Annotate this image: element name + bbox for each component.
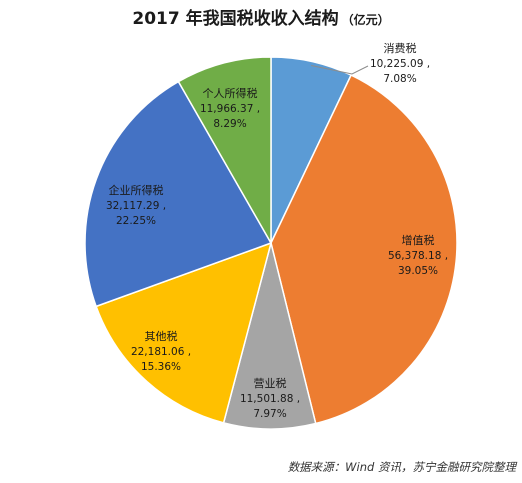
slice-name-4: 其他税 [145,329,178,343]
pie-slice-5 [84,80,273,308]
slice-label-4: 其他税 22,181.06 , 15.36% [131,329,191,373]
slice-name-1: 消费税 [384,41,417,55]
pie-slice-2 [270,74,458,425]
slice-percent-5: 22.25% [116,215,156,227]
slice-percent-6: 8.29% [213,118,246,130]
slice-percent-2: 39.05% [398,265,438,277]
slice-value-1: 10,225.09 , [370,58,430,70]
leader-line [311,64,369,75]
slice-label-5: 企业所得税 32,117.29 , 22.25% [106,183,166,227]
pie-slice-4 [95,241,273,424]
slice-label-6: 个人所得税 11,966.37 , 8.29% [200,86,260,130]
slice-name-2: 增值税 [402,233,435,247]
slice-name-5: 企业所得税 [109,183,164,197]
slice-value-3: 11,501.88 , [240,393,300,405]
data-source-note: 数据来源：Wind 资讯，苏宁金融研究院整理 [287,460,516,474]
slice-label-2: 增值税 56,378.18 , 39.05% [388,233,448,277]
chart-title: 2017 年我国税收收入结构 （亿元） [0,4,522,29]
chart-unit: （亿元） [341,13,390,27]
slice-value-4: 22,181.06 , [131,346,191,358]
slice-label-1: 消费税 10,225.09 , 7.08% [370,41,430,85]
slice-percent-3: 7.97% [253,408,286,420]
slice-name-3: 营业税 [254,376,287,390]
slice-percent-4: 15.36% [141,361,181,373]
pie-slice-6 [177,56,272,246]
pie-slice-3 [222,242,317,430]
slice-value-2: 56,378.18 , [388,250,448,262]
chart-title-text: 2017 年我国税收收入结构 [132,9,339,29]
slice-percent-1: 7.08% [383,73,416,85]
slice-name-6: 个人所得税 [203,86,258,100]
slice-value-6: 11,966.37 , [200,103,260,115]
slice-label-3: 营业税 11,501.88 , 7.97% [240,376,300,420]
slice-value-5: 32,117.29 , [106,200,166,212]
